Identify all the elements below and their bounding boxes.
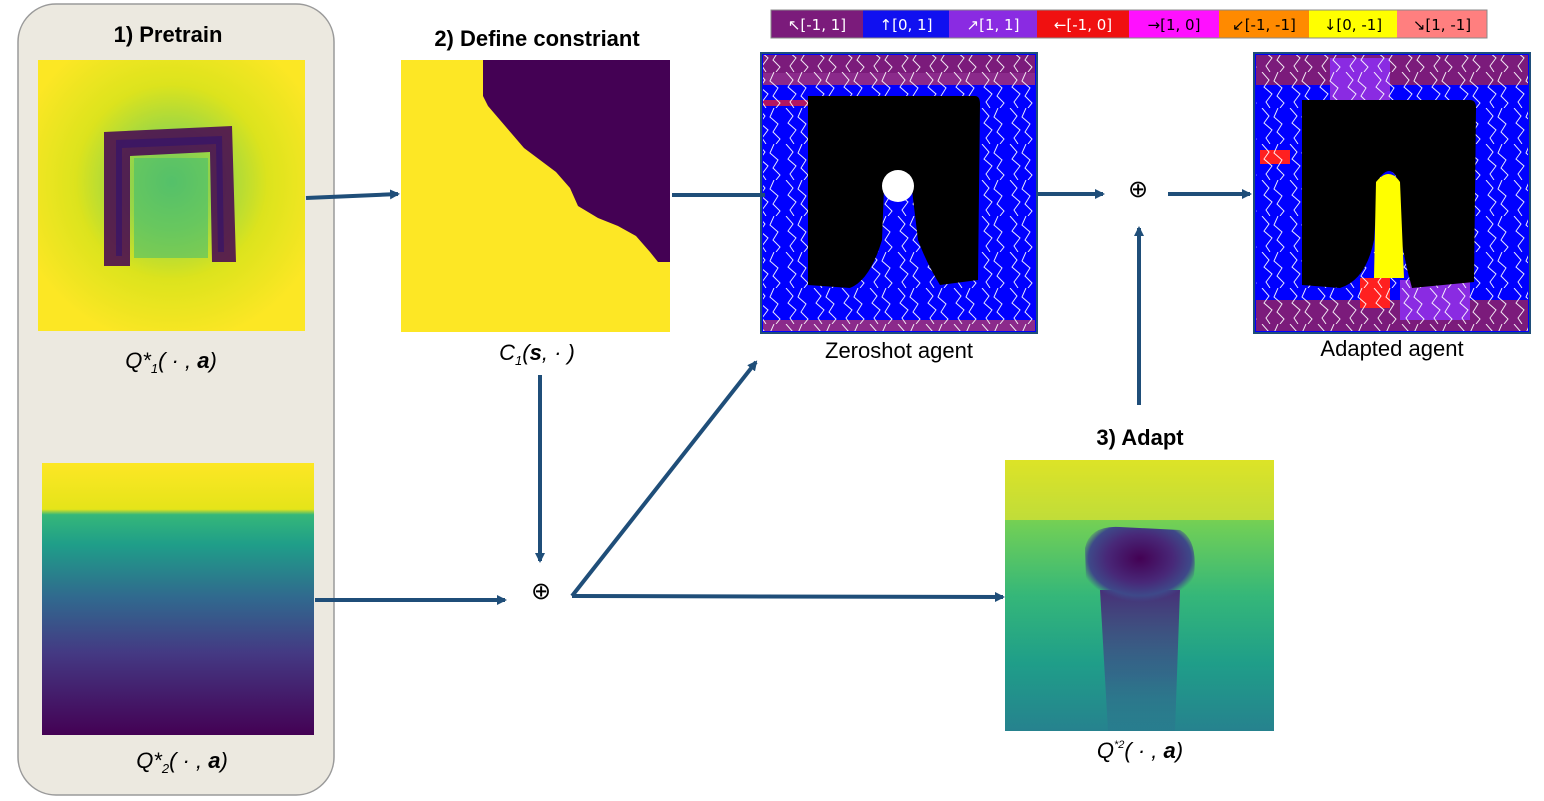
- zeroshot-agent-map: [760, 52, 1038, 334]
- legend-swatch: [949, 10, 1037, 38]
- q2-caption: Q*2( · , a): [136, 748, 228, 776]
- q2-heatmap: [42, 463, 314, 735]
- q1-heatmap: [38, 60, 305, 331]
- q1-caption: Q*1( · , a): [125, 348, 217, 376]
- combine-symbol-top: ⊕: [1128, 175, 1148, 203]
- arrow-combine-to-zeroshot: [570, 360, 758, 598]
- arrow-q1-to-constraint: [305, 189, 400, 200]
- adapt-title: 3) Adapt: [1096, 425, 1184, 450]
- legend-label: ↘[1, -1]: [1413, 16, 1471, 34]
- legend-swatch: [1037, 10, 1129, 38]
- constraint-map: [401, 60, 670, 332]
- legend-swatch: [1129, 10, 1219, 38]
- zeroshot-caption: Zeroshot agent: [825, 338, 973, 363]
- arrow-combine-to-adapt: [571, 591, 1005, 602]
- legend-swatch: [1309, 10, 1397, 38]
- legend-label: ←[-1, 0]: [1054, 16, 1112, 34]
- c1-caption: C1(s, · ): [499, 340, 575, 368]
- adapted-caption: Adapted agent: [1320, 336, 1463, 361]
- legend-border: [770, 9, 1488, 39]
- action-legend: ↖[-1, 1] ↑[0, 1] ↗[1, 1] ←[-1, 0] →[1, 0] ↙[-…: [770, 9, 1488, 39]
- adapted-q-heatmap: [1005, 460, 1274, 731]
- legend-label: ↓[0, -1]: [1324, 16, 1382, 34]
- flow-arrows: [305, 189, 1252, 605]
- pretrain-title: 1) Pretrain: [114, 22, 223, 47]
- adapted-q-caption: Q*2( · , a): [1097, 738, 1183, 763]
- legend-label: →[1, 0]: [1148, 16, 1201, 34]
- legend-label: ↙[-1, -1]: [1232, 16, 1296, 34]
- combine-symbol-bottom: ⊕: [531, 577, 551, 605]
- legend-swatch: [771, 10, 863, 38]
- legend-swatch: [1397, 10, 1487, 38]
- legend-swatch: [863, 10, 949, 38]
- legend-label: ↖[-1, 1]: [788, 16, 846, 34]
- adapted-agent-map: [1253, 52, 1531, 334]
- legend-label: ↑[0, 1]: [880, 16, 933, 34]
- define-constraint-title: 2) Define constriant: [434, 26, 640, 51]
- legend-swatch: [1219, 10, 1309, 38]
- legend-label: ↗[1, 1]: [967, 16, 1020, 34]
